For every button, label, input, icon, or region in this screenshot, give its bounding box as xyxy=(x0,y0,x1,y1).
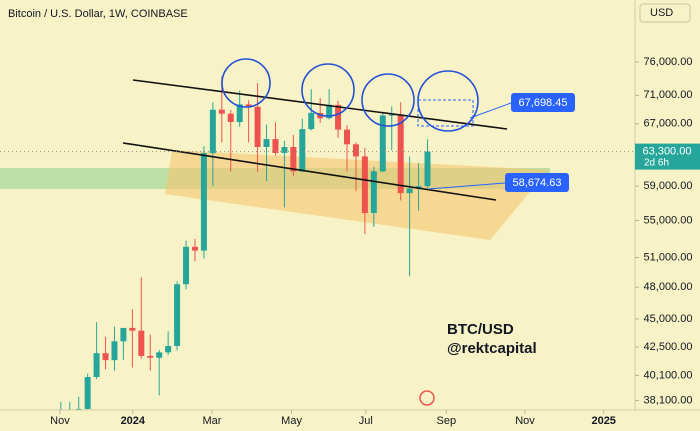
candle-body xyxy=(397,114,404,194)
candle-body xyxy=(111,341,118,361)
y-tick-label: 71,000.00 xyxy=(644,89,693,101)
candle-body xyxy=(156,352,163,358)
candle-body xyxy=(352,144,359,157)
annotation-box xyxy=(505,173,569,192)
candle-body xyxy=(424,151,431,187)
annotation-box xyxy=(511,93,575,112)
candle-body xyxy=(93,353,100,378)
x-tick-label: 2025 xyxy=(591,415,615,427)
lower-trendline xyxy=(122,142,497,201)
y-tick-label: 55,000.00 xyxy=(644,214,693,226)
y-tick-label: 67,000.00 xyxy=(644,118,693,130)
candle-body xyxy=(102,353,109,361)
candle-body xyxy=(379,115,386,172)
annotation-leader xyxy=(427,182,506,190)
candle-body xyxy=(406,188,413,194)
candle-body xyxy=(281,146,288,154)
candle-body xyxy=(218,109,225,114)
selection-box xyxy=(417,99,474,127)
circle xyxy=(301,63,355,117)
currency[interactable]: USD xyxy=(650,7,673,19)
candle-body xyxy=(254,106,261,147)
candle-body xyxy=(200,153,207,251)
candle-body xyxy=(370,171,377,214)
candle-body xyxy=(209,109,216,154)
y-tick-label: 48,000.00 xyxy=(644,281,693,293)
circle xyxy=(221,58,271,108)
candle-body xyxy=(129,327,136,331)
watermark: @rektcapital xyxy=(447,340,537,357)
x-tick-label: Mar xyxy=(202,415,221,427)
logo-icon xyxy=(419,390,435,406)
current-price-label: 63,300.00 xyxy=(643,146,692,158)
y-tick-label: 51,000.00 xyxy=(644,251,693,263)
watermark: BTC/USD xyxy=(447,321,514,338)
candle-body xyxy=(326,104,333,119)
candle-body xyxy=(388,114,395,116)
upper-trendline xyxy=(132,79,508,130)
candle-body xyxy=(120,327,127,342)
candle-body xyxy=(236,104,243,123)
y-tick-label: 42,500.00 xyxy=(644,341,693,353)
y-tick-label: 45,000.00 xyxy=(644,313,693,325)
candle-body xyxy=(227,113,234,123)
candle-body xyxy=(361,156,368,214)
candle-body xyxy=(191,246,198,251)
y-tick-label: 59,000.00 xyxy=(644,180,693,192)
candle-body xyxy=(335,104,342,130)
y-tick-label: 38,100.00 xyxy=(644,394,693,406)
candle-body xyxy=(84,377,91,409)
chart-title: Bitcoin / U.S. Dollar, 1W, COINBASE xyxy=(8,8,188,20)
candle-body xyxy=(165,346,172,353)
range-zone xyxy=(165,150,548,240)
currency-box[interactable] xyxy=(639,3,691,23)
candle-body xyxy=(147,355,154,358)
annotation-label: 67,698.45 xyxy=(519,97,568,109)
x-tick-label: 2024 xyxy=(121,415,146,427)
candle-body xyxy=(174,284,181,347)
candle-body xyxy=(75,408,82,410)
x-tick-label: Nov xyxy=(515,415,535,427)
circle xyxy=(361,73,415,127)
current-price-box xyxy=(635,143,700,170)
candle-body xyxy=(263,139,270,147)
candle-body xyxy=(272,139,279,154)
y-tick-label: 76,000.00 xyxy=(644,56,693,68)
candle-body xyxy=(308,112,315,130)
candle-body xyxy=(183,246,190,285)
x-tick-label: Jul xyxy=(359,415,373,427)
candle-body xyxy=(415,186,422,189)
candle-body xyxy=(138,330,145,356)
countdown: 2d 6h xyxy=(644,157,669,168)
x-tick-label: May xyxy=(281,415,302,427)
x-tick-label: Nov xyxy=(50,415,70,427)
annotation-label: 58,674.63 xyxy=(513,177,562,189)
candle-body xyxy=(245,104,252,107)
x-tick-label: Sep xyxy=(436,415,456,427)
annotation-leader xyxy=(469,102,512,119)
candle-body xyxy=(344,129,351,145)
y-tick-label: 40,100.00 xyxy=(644,369,693,381)
candle-body xyxy=(290,146,297,172)
candle-body xyxy=(299,129,306,172)
